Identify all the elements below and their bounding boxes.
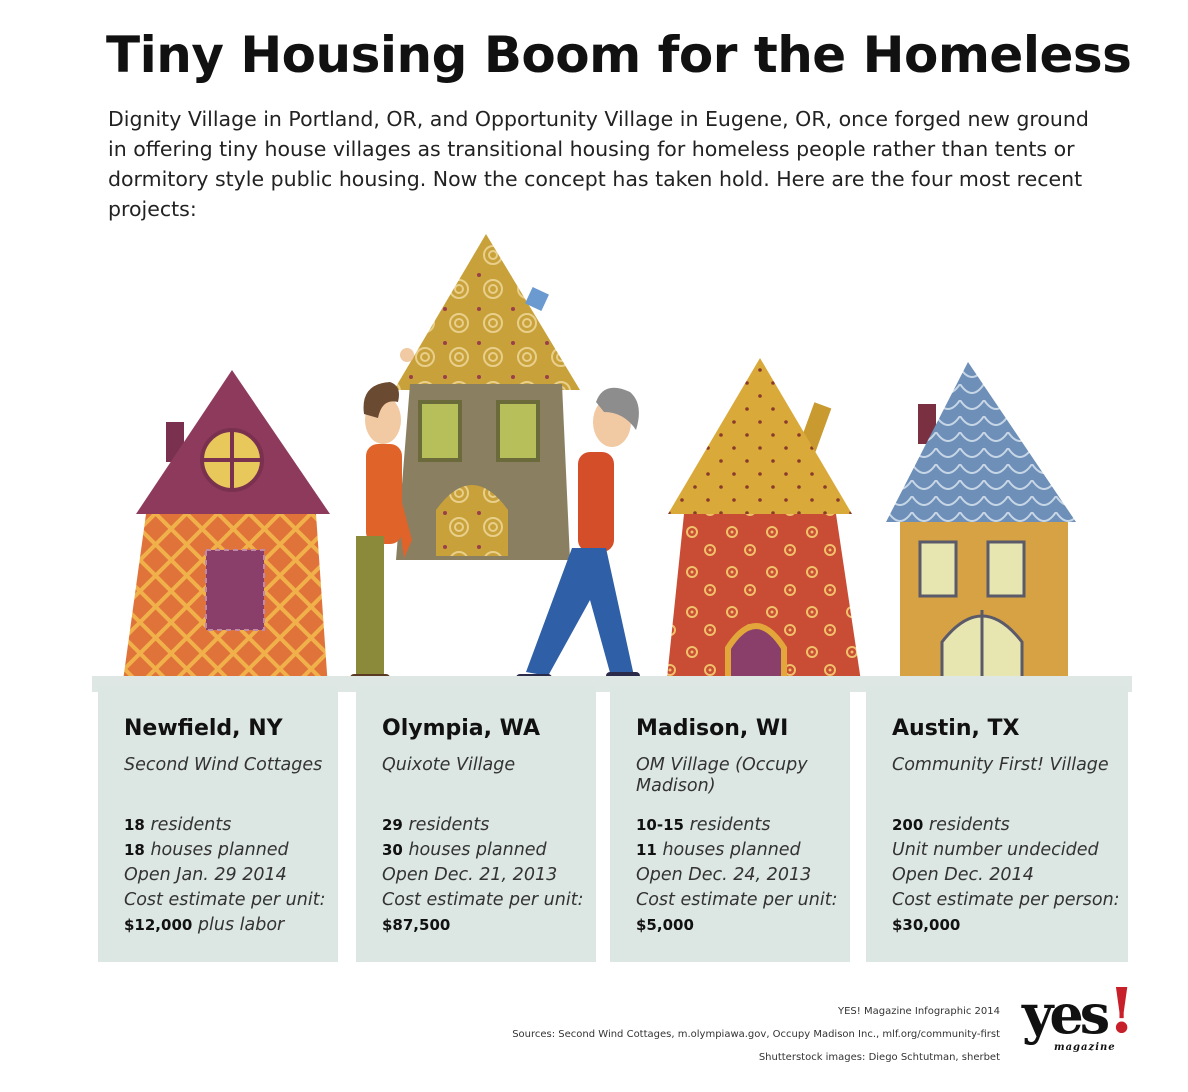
card-village-name: Second Wind Cottages [124,755,323,775]
sources-line: Sources: Second Wind Cottages, m.olympia… [512,1029,1000,1040]
cost-suffix: plus labor [197,915,285,935]
cost-label: Cost estimate per unit: [382,890,584,910]
residents-label: residents [928,815,1010,835]
card-madison: Madison, WI OM Village (Occupy Madison) … [610,686,850,962]
card-city: Madison, WI [636,716,789,741]
house-madison [666,358,862,691]
open-date: Open Dec. 24, 2013 [636,865,812,885]
residents-label: residents [150,815,232,835]
houses-label: houses planned [662,840,801,860]
open-date: Open Dec. 21, 2013 [382,865,558,885]
houses-count: 18 [124,841,145,859]
house-olympia [394,234,580,560]
houses-count: 11 [636,841,657,859]
card-city: Olympia, WA [382,716,540,741]
card-city: Newfield, NY [124,716,283,741]
cost-value: $12,000 [124,916,193,934]
card-village-name: Community First! Village [892,755,1109,775]
page-title: Tiny Housing Boom for the Homeless [106,26,1132,84]
residents-count: 10-15 [636,816,684,834]
card-village-name: OM Village (Occupy Madison) [636,755,808,796]
open-date: Open Jan. 29 2014 [124,865,287,885]
cost-label: Cost estimate per unit: [636,890,838,910]
card-olympia: Olympia, WA Quixote Village 29 residents… [356,686,596,962]
open-date: Open Dec. 2014 [892,865,1034,885]
residents-count: 29 [382,816,403,834]
footer-credits: YES! Magazine Infographic 2014 Sources: … [512,1000,1000,1069]
intro-paragraph: Dignity Village in Portland, OR, and Opp… [108,107,1089,221]
image-credit: Shutterstock images: Diego Schtutman, sh… [758,1052,1000,1063]
logo-word: yes [1022,982,1110,1046]
house-newfield [122,370,330,688]
card-newfield: Newfield, NY Second Wind Cottages 18 res… [98,686,338,962]
card-austin: Austin, TX Community First! Village 200 … [866,686,1128,962]
houses-label: houses planned [408,840,547,860]
residents-count: 200 [892,816,924,834]
card-city: Austin, TX [892,716,1020,741]
tiny-houses-illustration [122,234,1076,691]
person-left [350,348,414,684]
yes-magazine-logo: yes ! magazine [1020,974,1135,1060]
logo-exclamation-icon: ! [1108,974,1136,1047]
cost-value: $87,500 [382,916,451,934]
house-austin [886,362,1076,690]
cost-value: $5,000 [636,916,694,934]
cost-value: $30,000 [892,916,961,934]
residents-count: 18 [124,816,145,834]
cost-label: Cost estimate per person: [892,890,1120,910]
houses-label: Unit number undecided [892,840,1099,860]
cost-label: Cost estimate per unit: [124,890,326,910]
houses-label: houses planned [150,840,289,860]
houses-count: 30 [382,841,403,859]
logo-subtitle: magazine [1054,1042,1116,1053]
residents-label: residents [408,815,490,835]
residents-label: residents [689,815,771,835]
infographic-credit: YES! Magazine Infographic 2014 [838,1006,1000,1017]
card-village-name: Quixote Village [382,755,516,775]
